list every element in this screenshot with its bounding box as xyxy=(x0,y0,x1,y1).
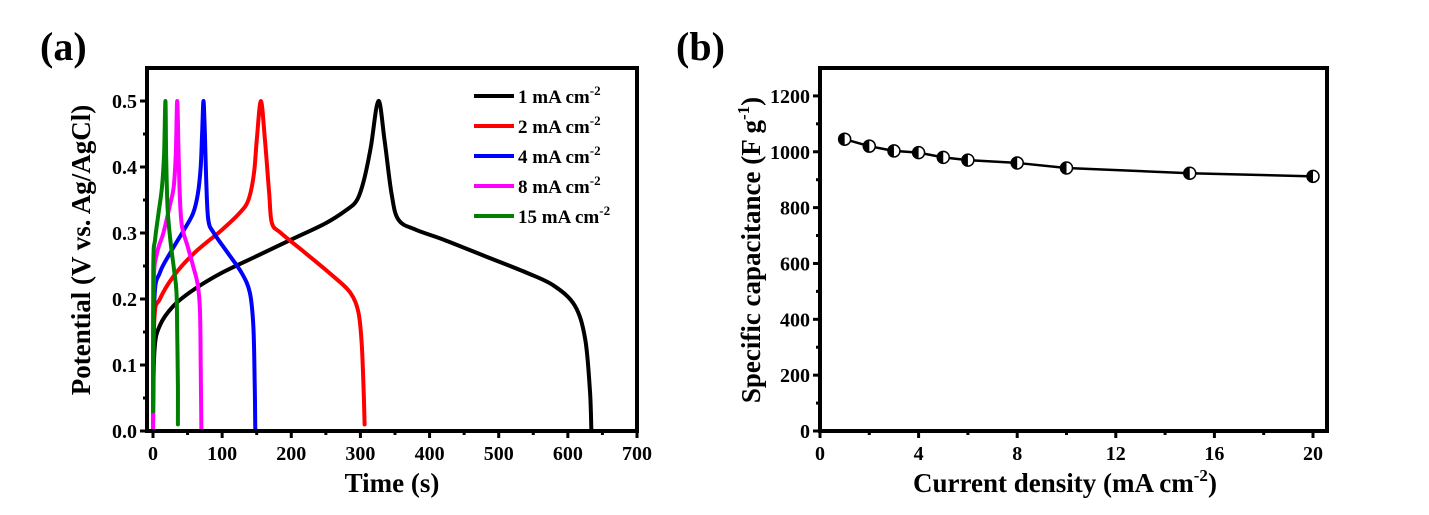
marker-half-fill xyxy=(838,133,845,146)
y-tick-label: 0.3 xyxy=(112,223,137,245)
data-point-7 xyxy=(1010,156,1024,170)
chart-b-ylabel-tail: ) xyxy=(736,97,766,106)
x-tick-label: 16 xyxy=(1204,443,1224,465)
marker-half-fill xyxy=(937,151,944,164)
series-line-5 xyxy=(151,99,180,427)
x-tick-label: 0 xyxy=(815,443,825,465)
legend-label-2: 2 mA cm-2 xyxy=(518,113,601,138)
legend-label-4: 8 mA cm-2 xyxy=(518,173,601,198)
marker-half-fill xyxy=(1183,167,1190,180)
x-tick-label: 100 xyxy=(207,443,237,465)
y-tick-label: 400 xyxy=(780,309,810,331)
y-tick-label: 1000 xyxy=(770,142,810,164)
chart-b-series xyxy=(837,132,1320,184)
data-point-2 xyxy=(862,139,877,153)
x-tick-label: 4 xyxy=(914,443,924,465)
y-tick-label: 0.0 xyxy=(112,421,137,443)
data-point-6 xyxy=(961,153,975,167)
x-tick-label: 200 xyxy=(276,443,306,465)
chart-b-xlabel: Current density (mA cm-2) xyxy=(913,466,1217,498)
series-line-1 xyxy=(151,98,594,433)
legend-label-main: 2 mA cm xyxy=(518,117,590,138)
y-tick-label: 800 xyxy=(780,198,810,220)
data-point-9 xyxy=(1183,166,1197,181)
y-tick-label: 0.5 xyxy=(112,91,137,113)
chart-b-ylabel-sup: -1 xyxy=(734,106,753,120)
y-tick-label: 0.4 xyxy=(112,157,137,179)
x-tick-label: 500 xyxy=(484,443,514,465)
legend-label-sup: -2 xyxy=(590,113,601,128)
legend-label-sup: -2 xyxy=(590,143,601,158)
marker-half-fill xyxy=(1060,161,1067,174)
chart-a-legend: 1 mA cm-22 mA cm-24 mA cm-28 mA cm-215 m… xyxy=(474,83,610,228)
marker-half-fill xyxy=(961,154,968,167)
data-point-3 xyxy=(887,144,901,158)
legend-label-main: 8 mA cm xyxy=(518,177,590,198)
series-line xyxy=(844,138,1314,178)
chart-a: 0 100 200 300 400 500 600 700 0.0 0.1 0.2 0.3 0.4 0.5… xyxy=(66,66,652,498)
marker-half-fill xyxy=(863,140,870,153)
chart-a-xlabel: Time (s) xyxy=(345,468,440,498)
data-point-10 xyxy=(1306,169,1320,184)
x-tick-label: 600 xyxy=(553,443,583,465)
chart-a-frame xyxy=(145,66,639,433)
legend-label-sup: -2 xyxy=(590,173,601,188)
chart-b-xlabel-main: Current density (mA cm xyxy=(913,468,1194,498)
legend-label-3: 4 mA cm-2 xyxy=(518,143,601,168)
chart-b-ylabel-main: Specific capacitance (F g xyxy=(736,120,766,404)
y-tick-label: 0.2 xyxy=(112,289,137,311)
x-tick-label: 20 xyxy=(1303,443,1323,465)
x-tick-label: 400 xyxy=(415,443,445,465)
y-tick-label: 0.1 xyxy=(112,355,137,377)
chart-a-ticks: 0 100 200 300 400 500 600 700 0.0 0.1 0.2 0.3 0.4 0.5 xyxy=(112,91,652,465)
marker-half-fill xyxy=(887,144,894,157)
panel-label-b: (b) xyxy=(676,24,725,69)
y-tick-label: 0 xyxy=(800,421,810,443)
x-tick-label: 300 xyxy=(345,443,375,465)
x-tick-label: 0 xyxy=(148,443,158,465)
chart-b-ylabel: Specific capacitance (F g-1) xyxy=(734,97,766,403)
data-point-1 xyxy=(837,132,852,146)
series-line-4 xyxy=(151,99,204,433)
legend-label-sup: -2 xyxy=(599,203,610,218)
data-point-8 xyxy=(1059,161,1074,175)
legend-label-5: 15 mA cm-2 xyxy=(518,203,610,228)
legend-label-main: 1 mA cm xyxy=(518,87,590,108)
legend-label-main: 15 mA cm xyxy=(518,207,599,228)
y-tick-label: 200 xyxy=(780,365,810,387)
y-tick-label: 1200 xyxy=(770,86,810,108)
x-tick-label: 700 xyxy=(622,443,652,465)
legend-label-main: 4 mA cm xyxy=(518,147,590,168)
legend-label-1: 1 mA cm-2 xyxy=(518,83,601,108)
marker-half-fill xyxy=(912,146,919,159)
chart-b-frame xyxy=(818,66,1329,433)
series-line-2 xyxy=(151,99,367,427)
x-tick-label: 12 xyxy=(1106,443,1126,465)
marker-half-fill xyxy=(1307,170,1313,183)
chart-b-xlabel-sup: -2 xyxy=(1194,466,1208,485)
chart-a-curves xyxy=(151,98,594,433)
chart-a-ylabel: Potential (V vs. Ag/AgCl) xyxy=(66,105,96,396)
y-tick-label: 600 xyxy=(780,253,810,275)
x-tick-label: 8 xyxy=(1012,443,1022,465)
legend-label-sup: -2 xyxy=(590,83,601,98)
marker-half-fill xyxy=(1011,156,1018,169)
chart-b-xlabel-tail: ) xyxy=(1208,468,1217,498)
data-point-4 xyxy=(911,145,926,160)
data-point-5 xyxy=(936,150,950,165)
panel-label-a: (a) xyxy=(40,24,87,69)
